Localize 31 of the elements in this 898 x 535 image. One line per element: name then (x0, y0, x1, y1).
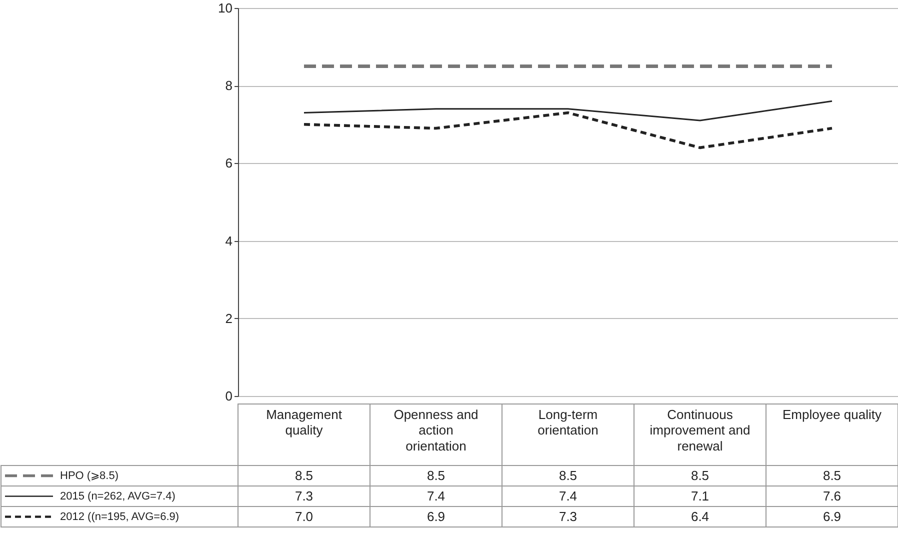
data-label: 8.5 (690, 468, 710, 483)
data-label: 8.5 (822, 468, 842, 483)
legend-label: HPO (⩾8.5) (60, 470, 119, 482)
data-label: 8.5 (558, 468, 578, 483)
data-label: 6.9 (426, 508, 446, 524)
x-tick-label: Employee quality (782, 407, 882, 422)
y-tick-label: 4 (225, 233, 232, 248)
data-label: 8.5 (294, 468, 314, 483)
x-tick-label: Openness and action orientation (394, 407, 478, 454)
data-label: 7.4 (426, 488, 446, 504)
data-label: 7.3 (558, 508, 578, 524)
data-label: 7.1 (690, 488, 710, 504)
line-series (302, 111, 834, 150)
data-label: 6.9 (822, 508, 842, 524)
y-tick-label: 0 (225, 388, 232, 404)
y-tick-label: 6 (225, 156, 232, 171)
data-label: 7.3 (294, 488, 314, 504)
legend-label: 2015 (n=262, AVG=7.4) (60, 490, 176, 502)
data-label: 8.5 (426, 468, 446, 483)
x-tick-label: Management quality (266, 407, 342, 438)
data-label: 7.4 (558, 488, 578, 504)
data-label: 7.0 (294, 508, 314, 524)
y-tick-label: 2 (225, 310, 232, 326)
x-tick-label: Continuous improvement and renewal (650, 407, 750, 454)
x-tick-label: Long-term orientation (538, 407, 598, 438)
legend-label: 2012 ((n=195, AVG=6.9) (60, 510, 180, 523)
y-tick-label: 8 (225, 78, 232, 94)
data-label: 7.6 (822, 488, 842, 504)
line-series (303, 100, 833, 122)
y-tick-label: 10 (218, 0, 232, 16)
data-label: 6.4 (690, 508, 710, 524)
